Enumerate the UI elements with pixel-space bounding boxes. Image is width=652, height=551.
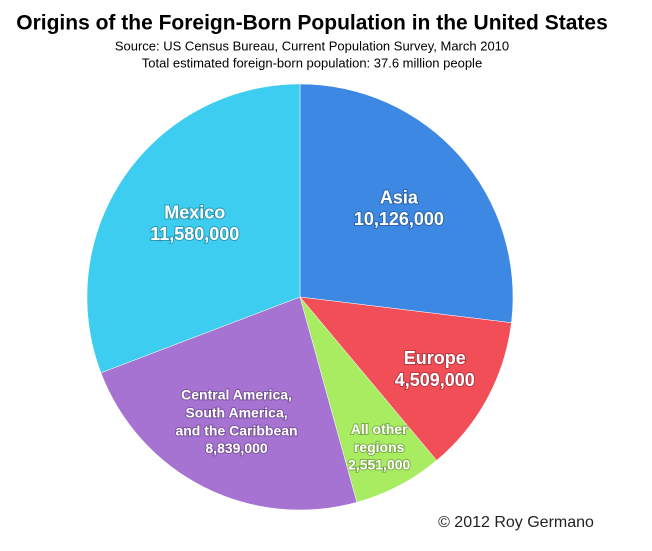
slice-label: Mexico [164, 202, 225, 222]
label-line: South America, [185, 404, 287, 420]
pie-slice [299, 83, 514, 324]
label-line: All other [351, 421, 408, 437]
slice-label: All other regions [351, 421, 408, 455]
value-label: 4,509,000 [395, 370, 475, 390]
label-line: regions [354, 439, 405, 455]
pie-slice [299, 296, 512, 461]
source: Source: US Census Bureau, Current Popula… [115, 38, 509, 53]
slice-label: Asia [380, 187, 419, 207]
subtitle: Total estimated foreign-born population:… [142, 55, 482, 70]
label-line: Central America, [181, 386, 292, 402]
chart-title: Origins of the Foreign-Born Population i… [16, 12, 608, 35]
label-line: Europe [404, 348, 466, 368]
slice-label: Europe [404, 348, 466, 368]
credit: © 2012 Roy Germano [438, 514, 594, 531]
slice-label: Central America, South America, and the Ca… [175, 386, 297, 438]
label-line: Mexico [164, 202, 225, 222]
pie-slice [86, 83, 301, 374]
value-label: 2,551,000 [348, 457, 410, 473]
pie-slice [100, 296, 358, 511]
label-line: and the Caribbean [175, 422, 297, 438]
label-line: Asia [380, 187, 419, 207]
value-label: 8,839,000 [205, 440, 267, 456]
value-label: 10,126,000 [354, 209, 444, 229]
value-label: 11,580,000 [150, 224, 239, 244]
